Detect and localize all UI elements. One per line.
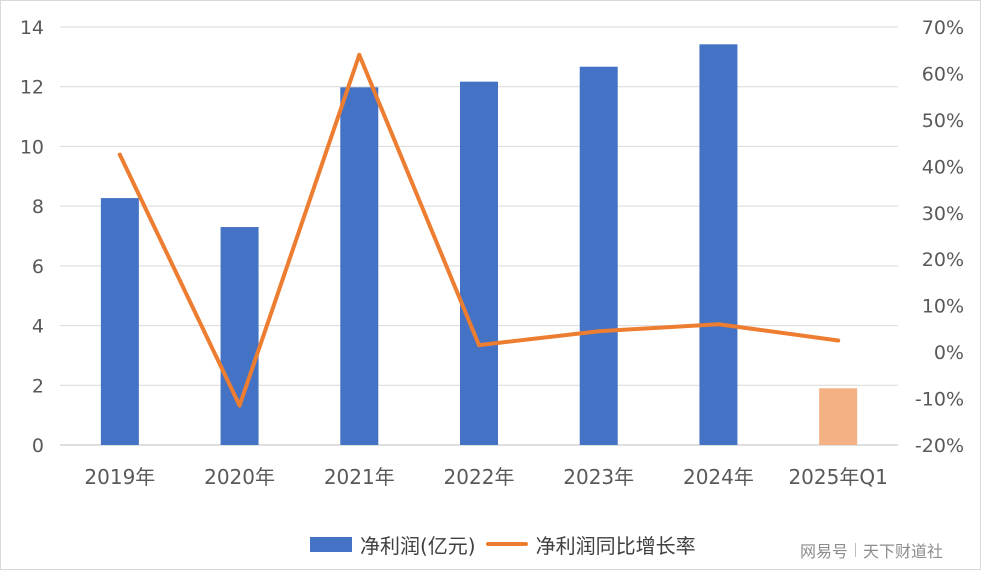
legend-label-growth-rate: 净利润同比增长率 xyxy=(535,533,696,558)
legend: 净利润(亿元) 净利润同比增长率 xyxy=(310,530,706,558)
y-right-tick-label: 60% xyxy=(922,63,964,85)
bar xyxy=(340,87,379,445)
x-tick-label: 2025年Q1 xyxy=(788,465,887,489)
growth-rate-point xyxy=(836,338,841,343)
bar xyxy=(100,198,139,445)
y-left-tick-label: 10 xyxy=(20,136,44,158)
y-left-tick-label: 8 xyxy=(32,196,44,218)
y-right-tick-label: 50% xyxy=(922,110,964,132)
y-left-tick-label: 2 xyxy=(32,375,44,397)
bar xyxy=(699,44,738,446)
x-tick-label: 2020年 xyxy=(204,465,275,489)
growth-rate-point xyxy=(237,403,242,408)
y-left-tick-label: 0 xyxy=(32,435,44,457)
watermark-divider xyxy=(855,543,857,557)
y-left-tick-label: 6 xyxy=(32,256,44,278)
legend-label-net-profit: 净利润(亿元) xyxy=(360,533,476,558)
growth-rate-point xyxy=(477,343,481,348)
y-right-tick-label: 70% xyxy=(922,17,964,39)
legend-swatch-line xyxy=(485,542,528,546)
y-right-tick-label: 0% xyxy=(934,342,964,364)
x-tick-label: 2024年 xyxy=(683,465,754,489)
x-tick-label: 2022年 xyxy=(444,465,515,489)
bar xyxy=(819,388,858,445)
bar xyxy=(579,66,618,446)
growth-rate-point xyxy=(117,152,122,157)
growth-rate-point xyxy=(716,322,721,327)
watermark: 网易号 天下财道社 xyxy=(800,538,943,562)
y-left-tick-label: 4 xyxy=(32,316,44,338)
legend-swatch-bar xyxy=(310,536,352,552)
watermark-source: 网易号 xyxy=(800,542,849,561)
growth-rate-point xyxy=(596,329,601,334)
y-right-tick-label: 10% xyxy=(922,296,964,318)
bar xyxy=(460,81,498,445)
x-tick-label: 2021年 xyxy=(324,465,395,489)
y-left-tick-label: 14 xyxy=(20,17,44,39)
legend-item-growth-rate: 净利润同比增长率 xyxy=(485,530,696,559)
x-tick-label: 2019年 xyxy=(84,465,155,489)
legend-item-net-profit: 净利润(亿元) xyxy=(310,530,476,559)
growth-rate-point xyxy=(357,52,362,57)
y-right-tick-label: -20% xyxy=(915,435,964,457)
watermark-author: 天下财道社 xyxy=(863,542,944,561)
y-right-tick-label: 20% xyxy=(922,249,964,271)
x-tick-label: 2023年 xyxy=(563,465,634,489)
y-right-tick-label: 40% xyxy=(922,156,964,178)
y-left-tick-label: 12 xyxy=(20,77,44,99)
y-right-tick-label: 30% xyxy=(922,203,964,225)
y-right-tick-label: -10% xyxy=(915,389,964,411)
bar xyxy=(220,227,259,445)
